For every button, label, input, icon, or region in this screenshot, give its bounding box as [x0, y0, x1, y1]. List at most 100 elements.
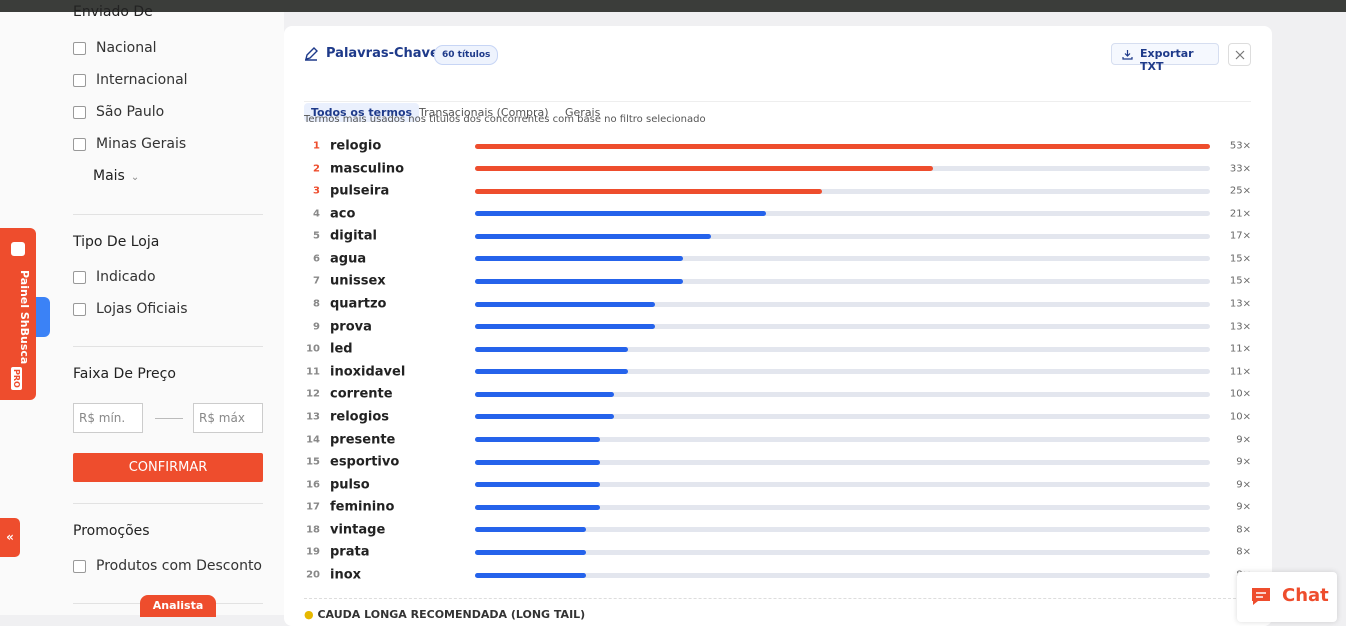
count: 8×: [1236, 546, 1251, 558]
term: corrente: [330, 386, 393, 402]
bar: [475, 504, 600, 510]
option-label: Lojas Oficiais: [96, 301, 188, 317]
rank: 3: [313, 185, 320, 197]
analyst-tab[interactable]: Analista: [140, 595, 216, 617]
tab-label: Painel ShBusca: [18, 270, 31, 365]
filter-option[interactable]: Minas Gerais: [73, 136, 186, 152]
bar-track: [475, 459, 1210, 465]
term: relogios: [330, 409, 390, 425]
section-divider: [304, 598, 1251, 599]
filter-option[interactable]: São Paulo: [73, 104, 164, 120]
filter-title: Promoções: [73, 523, 150, 539]
term: feminino: [330, 499, 395, 515]
bar-track: [475, 572, 1210, 578]
top-bar: [0, 0, 1346, 12]
bar: [475, 437, 600, 443]
close-icon: [1235, 50, 1245, 60]
side-panel-tab[interactable]: Painel ShBusca PRO: [0, 228, 36, 400]
bar: [475, 166, 933, 172]
bar-track: [475, 324, 1210, 330]
bar: [475, 233, 711, 239]
checkbox[interactable]: [73, 105, 86, 119]
bar: [475, 256, 684, 262]
bar: [475, 324, 656, 330]
filter-option[interactable]: Lojas Oficiais: [73, 301, 188, 317]
more-link[interactable]: Mais ⌄: [93, 168, 139, 184]
rank: 4: [313, 208, 320, 220]
option-label: Internacional: [96, 72, 188, 88]
checkbox[interactable]: [73, 302, 86, 316]
rank: 20: [306, 569, 320, 581]
filter-option[interactable]: Produtos com Desconto: [73, 558, 262, 574]
checkbox[interactable]: [73, 41, 86, 55]
expand-handle[interactable]: [36, 297, 50, 337]
bar: [475, 414, 614, 420]
filter-title: Enviado De: [73, 4, 153, 20]
chat-label: Chat: [1282, 585, 1329, 606]
download-icon: [1122, 50, 1133, 60]
chat-icon: [1252, 588, 1270, 605]
rank: 15: [306, 456, 320, 468]
filter-title: Faixa De Preço: [73, 366, 176, 382]
term: quartzo: [330, 296, 387, 312]
term: prova: [330, 319, 372, 335]
count: 33×: [1229, 163, 1251, 175]
rank: 13: [306, 411, 320, 423]
checkbox[interactable]: [73, 137, 86, 151]
count: 8×: [1236, 524, 1251, 536]
count: 17×: [1229, 230, 1251, 242]
confirm-button[interactable]: CONFIRMAR: [73, 453, 263, 482]
bar: [475, 482, 600, 488]
bar-track: [475, 233, 1210, 239]
caption: Termos mais usados nos títulos dos conco…: [304, 114, 706, 125]
bar-track: [475, 369, 1210, 375]
term: pulso: [330, 477, 370, 493]
count: 53×: [1229, 140, 1251, 152]
export-button[interactable]: Exportar TXT: [1111, 43, 1219, 73]
filter-tab[interactable]: Transacionais (Compra): [419, 106, 549, 119]
count: 10×: [1229, 411, 1251, 423]
count: 21×: [1229, 208, 1251, 220]
min-price-input[interactable]: R$ mín.: [73, 403, 143, 433]
checkbox[interactable]: [73, 270, 86, 284]
bar-track: [475, 278, 1210, 284]
keyword-panel: Palavras-Chave 60 títulos Exportar TXT T…: [284, 26, 1272, 626]
collapse-button[interactable]: «: [0, 518, 20, 557]
divider: [73, 214, 263, 215]
divider: [73, 503, 263, 504]
bar: [475, 211, 767, 217]
bar: [475, 188, 822, 194]
bar: [475, 278, 684, 284]
chat-button[interactable]: Chat: [1237, 572, 1337, 622]
bar: [475, 549, 586, 555]
pen-icon: [305, 47, 318, 61]
bar: [475, 346, 628, 352]
count: 25×: [1229, 185, 1251, 197]
filter-option[interactable]: Internacional: [73, 72, 188, 88]
checkbox[interactable]: [73, 73, 86, 87]
bar-track: [475, 256, 1210, 262]
term: esportivo: [330, 454, 400, 470]
more-label: Mais: [93, 168, 125, 184]
rank: 8: [313, 298, 320, 310]
filter-tab[interactable]: Gerais: [565, 106, 601, 119]
max-price-input[interactable]: R$ máx: [193, 403, 263, 433]
count: 13×: [1229, 298, 1251, 310]
filter-option[interactable]: Nacional: [73, 40, 157, 56]
filter-tab[interactable]: Todos os termos: [304, 103, 420, 122]
count: 9×: [1236, 501, 1251, 513]
term: unissex: [330, 273, 386, 289]
bar: [475, 143, 1210, 149]
filter-option[interactable]: Indicado: [73, 269, 156, 285]
checkbox[interactable]: [73, 559, 86, 573]
bar: [475, 391, 614, 397]
term: masculino: [330, 161, 405, 177]
close-button[interactable]: [1228, 43, 1251, 66]
divider: [73, 346, 263, 347]
rank: 16: [306, 479, 320, 491]
bar-track: [475, 437, 1210, 443]
pro-badge: PRO: [11, 367, 22, 390]
count: 15×: [1229, 253, 1251, 265]
count: 9×: [1236, 456, 1251, 468]
bar-track: [475, 391, 1210, 397]
